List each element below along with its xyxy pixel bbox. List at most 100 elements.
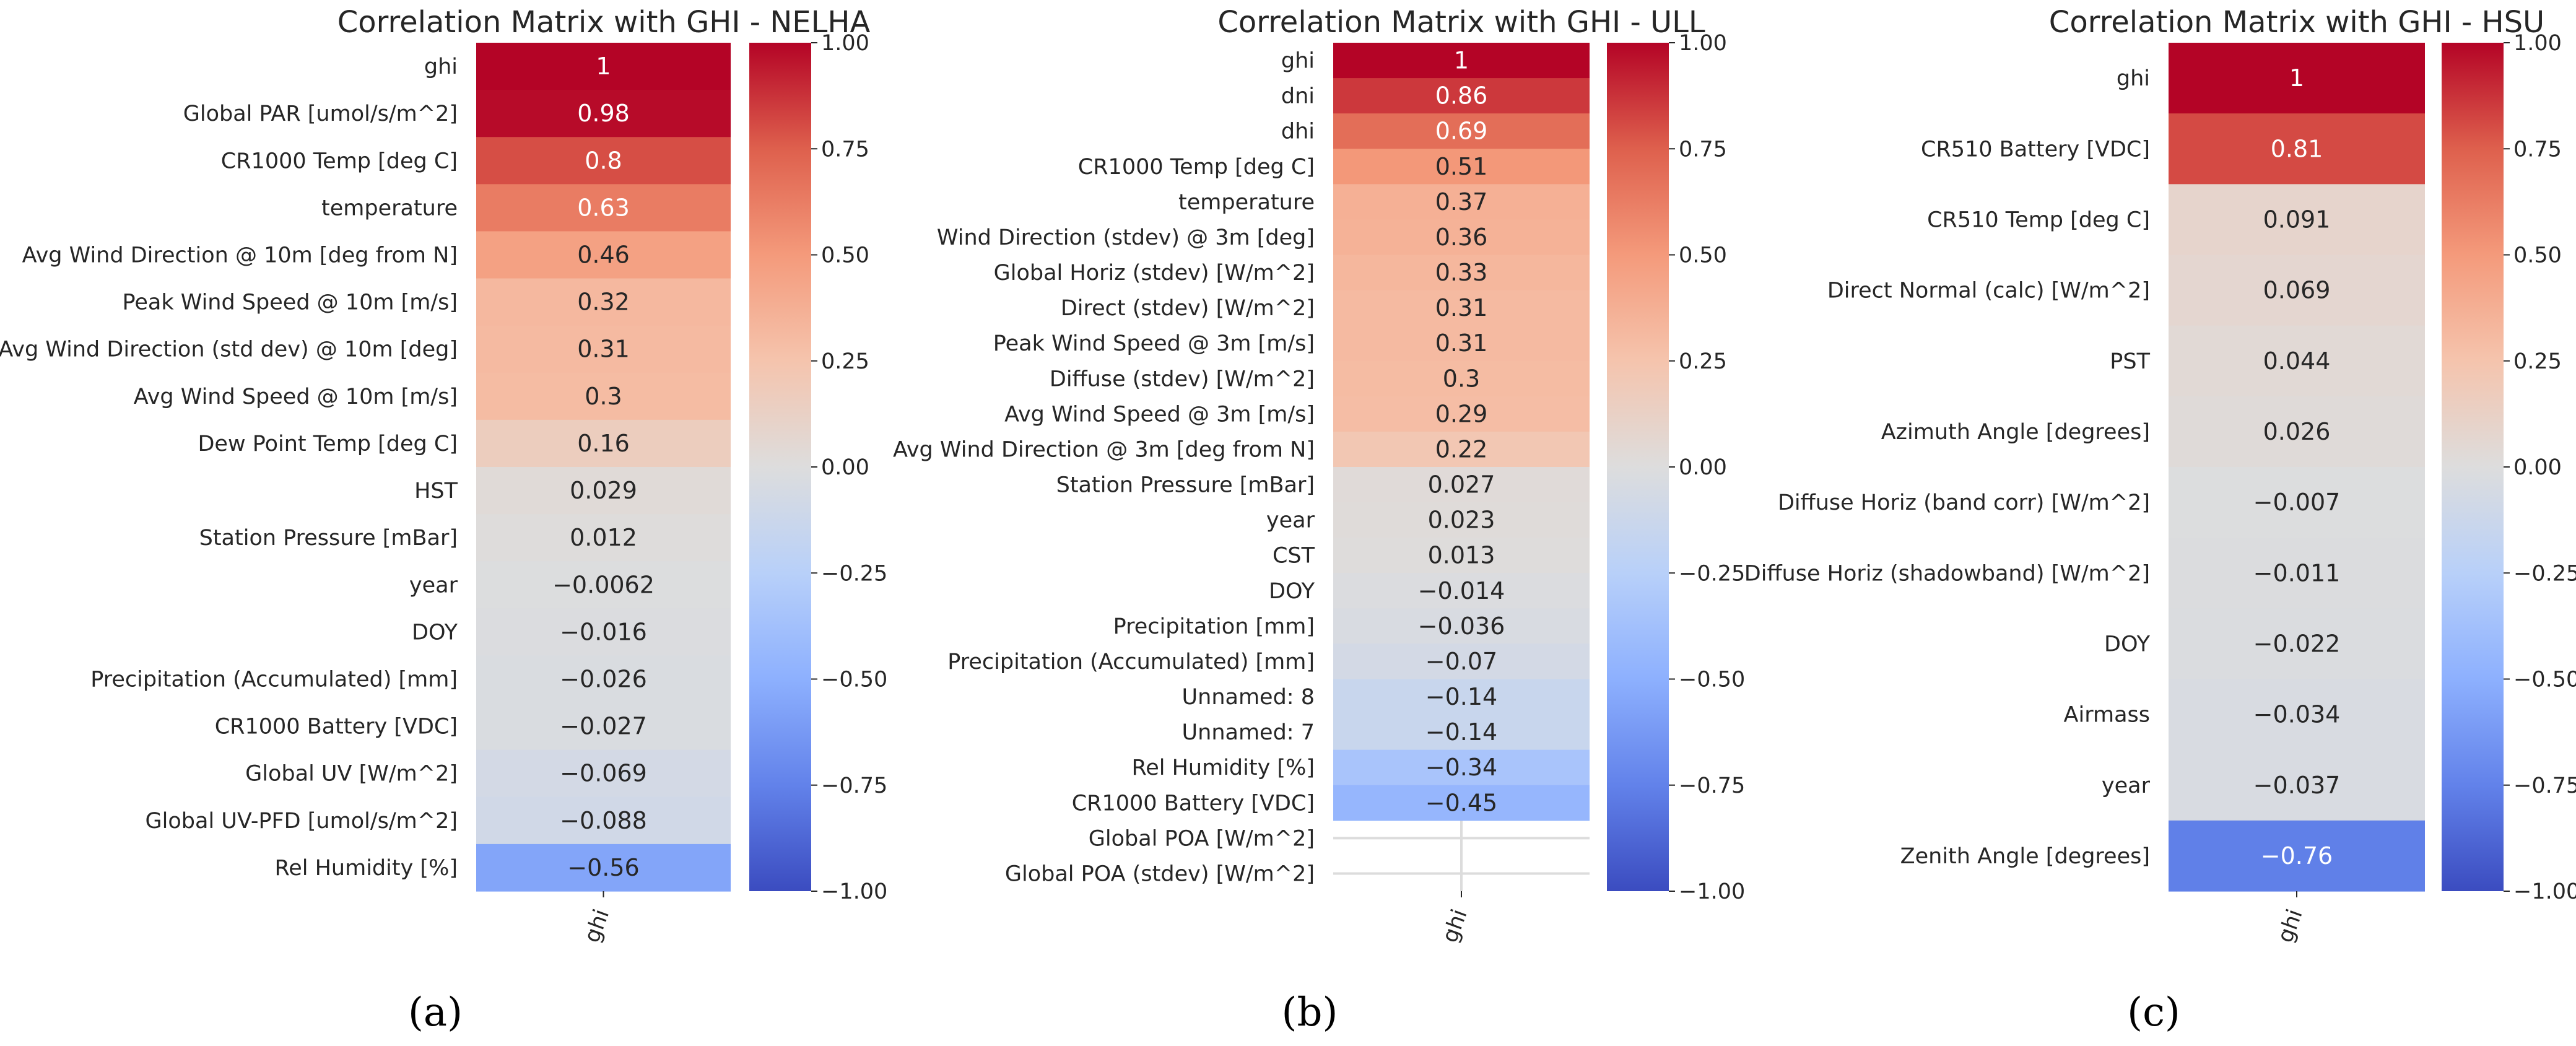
row-label: Diffuse Horiz (shadowband) [W/m^2] (1744, 561, 2150, 586)
heatmap-cell (2169, 538, 2425, 609)
chart-title: Correlation Matrix with GHI - HSU (2049, 5, 2544, 40)
row-label: temperature (321, 196, 458, 220)
heatmap-cell (476, 608, 731, 656)
row-label: ghi (2117, 66, 2150, 91)
row-label: Direct (stdev) [W/m^2] (1061, 296, 1315, 321)
cell-value-label: 0.31 (577, 336, 630, 363)
row-label: temperature (1178, 190, 1315, 215)
colorbar-tick-label: −0.50 (1679, 668, 1745, 692)
heatmap-cell (476, 184, 731, 232)
colorbar-tick-label: 0.00 (821, 455, 869, 480)
cell-value-label: 0.36 (1435, 224, 1488, 251)
colorbar-tick-label: 0.00 (1679, 455, 1727, 480)
heatmap-cell (476, 90, 731, 137)
row-label: CR510 Battery [VDC] (1921, 137, 2150, 162)
colorbar-tick-label: −0.50 (2513, 668, 2576, 692)
heatmap-cell (2169, 396, 2425, 468)
subfigure-label: (b) (1282, 990, 1338, 1035)
cell-value-label: 1 (1454, 47, 1469, 74)
cell-value-label: −0.022 (2253, 630, 2341, 657)
row-label: year (1266, 508, 1315, 533)
cell-value-label: 0.81 (2271, 135, 2323, 162)
heatmap-cell (2169, 820, 2425, 892)
row-label: Diffuse (stdev) [W/m^2] (1050, 367, 1315, 391)
row-label: Peak Wind Speed @ 3m [m/s] (993, 331, 1315, 356)
heatmap-cell (2169, 467, 2425, 538)
colorbar-tick-label: −1.00 (1679, 879, 1745, 904)
colorbar-tick-label: −1.00 (821, 879, 887, 904)
heatmap-cell (1333, 714, 1590, 751)
heatmap-cell (476, 561, 731, 609)
row-label: DOY (2104, 632, 2151, 656)
cell-value-label: −0.016 (560, 618, 647, 645)
heatmap-cell (476, 137, 731, 185)
cell-value-label: −0.56 (567, 854, 639, 881)
heatmap-cell (1333, 43, 1590, 79)
cell-value-label: 0.37 (1435, 188, 1488, 216)
cell-value-label: 0.69 (1435, 118, 1488, 145)
heatmap-cell (1333, 467, 1590, 503)
row-label: Global Horiz (stdev) [W/m^2] (994, 261, 1315, 285)
heatmap-cell (476, 702, 731, 751)
heatmap-cell (1333, 431, 1590, 468)
cell-value-label: −0.45 (1425, 789, 1497, 816)
row-label: Dew Point Temp [deg C] (198, 432, 458, 456)
heatmap-cell (2169, 679, 2425, 751)
row-label: Global UV-PFD [umol/s/m^2] (146, 809, 458, 834)
cell-value-label: 0.029 (570, 477, 637, 504)
cell-value-label: −0.026 (560, 666, 647, 693)
heatmap-cell (1333, 679, 1590, 715)
row-label: Unnamed: 7 (1182, 720, 1315, 745)
colorbar-tick-label: −0.25 (821, 561, 887, 586)
row-label: CR510 Temp [deg C] (1927, 207, 2150, 232)
heatmap-cell (1333, 538, 1590, 573)
heatmap-cell (1333, 149, 1590, 185)
colorbar-tick-label: 0.50 (1679, 243, 1727, 268)
colorbar-tick-label: −0.50 (821, 668, 887, 692)
cell-value-label: 0.3 (585, 383, 622, 410)
cell-value-label: −0.34 (1425, 754, 1497, 781)
row-label: ghi (1281, 49, 1315, 74)
row-label: Station Pressure [mBar] (199, 526, 458, 551)
heatmap-cell (1333, 749, 1590, 786)
cell-value-label: 0.22 (1435, 435, 1488, 463)
row-label: Rel Humidity [%] (1131, 756, 1315, 780)
row-label: Global POA (stdev) [W/m^2] (1005, 861, 1315, 886)
row-label: Station Pressure [mBar] (1056, 473, 1315, 498)
cell-value-label: 0.16 (577, 430, 630, 457)
heatmap-cell (1333, 113, 1590, 149)
row-label: Airmass (2064, 703, 2150, 728)
row-label: Avg Wind Direction @ 3m [deg from N] (893, 437, 1315, 462)
x-tick-label: ghi (580, 906, 614, 946)
row-label: DOY (412, 620, 458, 645)
heatmap-cell (476, 843, 731, 892)
colorbar-tick-label: 0.25 (2513, 349, 2562, 374)
cell-value-label: 0.8 (585, 147, 622, 174)
cell-value-label: 0.63 (577, 194, 630, 221)
row-label: ghi (424, 54, 458, 79)
row-label: Avg Wind Speed @ 3m [m/s] (1004, 402, 1315, 427)
cell-value-label: 1 (2289, 64, 2304, 92)
heatmap-cell (1333, 608, 1590, 645)
heatmap-cell (1333, 184, 1590, 220)
heatmap-cell (476, 419, 731, 468)
chart-title: Correlation Matrix with GHI - NELHA (337, 5, 871, 40)
cell-value-label: −0.034 (2253, 701, 2341, 728)
row-label: Direct Normal (calc) [W/m^2] (1827, 279, 2150, 303)
cell-value-label: 0.069 (2263, 277, 2331, 304)
colorbar (2442, 43, 2504, 891)
cell-value-label: 0.023 (1428, 507, 1495, 534)
colorbar-tick-label: −0.75 (821, 774, 887, 798)
heatmap-panel-2: Correlation Matrix with GHI - ULL 1 ghi 0.8… (893, 5, 1745, 1035)
heatmap-cell (1333, 325, 1590, 362)
cell-value-label: 0.86 (1435, 82, 1488, 110)
heatmap-cell (476, 231, 731, 279)
colorbar-tick-label: 0.50 (821, 243, 869, 268)
cell-value-label: −0.07 (1425, 648, 1497, 675)
row-label: year (2102, 774, 2151, 798)
heatmap-cell (1333, 255, 1590, 291)
heatmap-cell (1333, 78, 1590, 114)
colorbar-tick-label: −1.00 (2513, 879, 2576, 904)
cell-value-label: −0.14 (1425, 683, 1497, 710)
colorbar-tick-label: 0.75 (821, 137, 869, 162)
